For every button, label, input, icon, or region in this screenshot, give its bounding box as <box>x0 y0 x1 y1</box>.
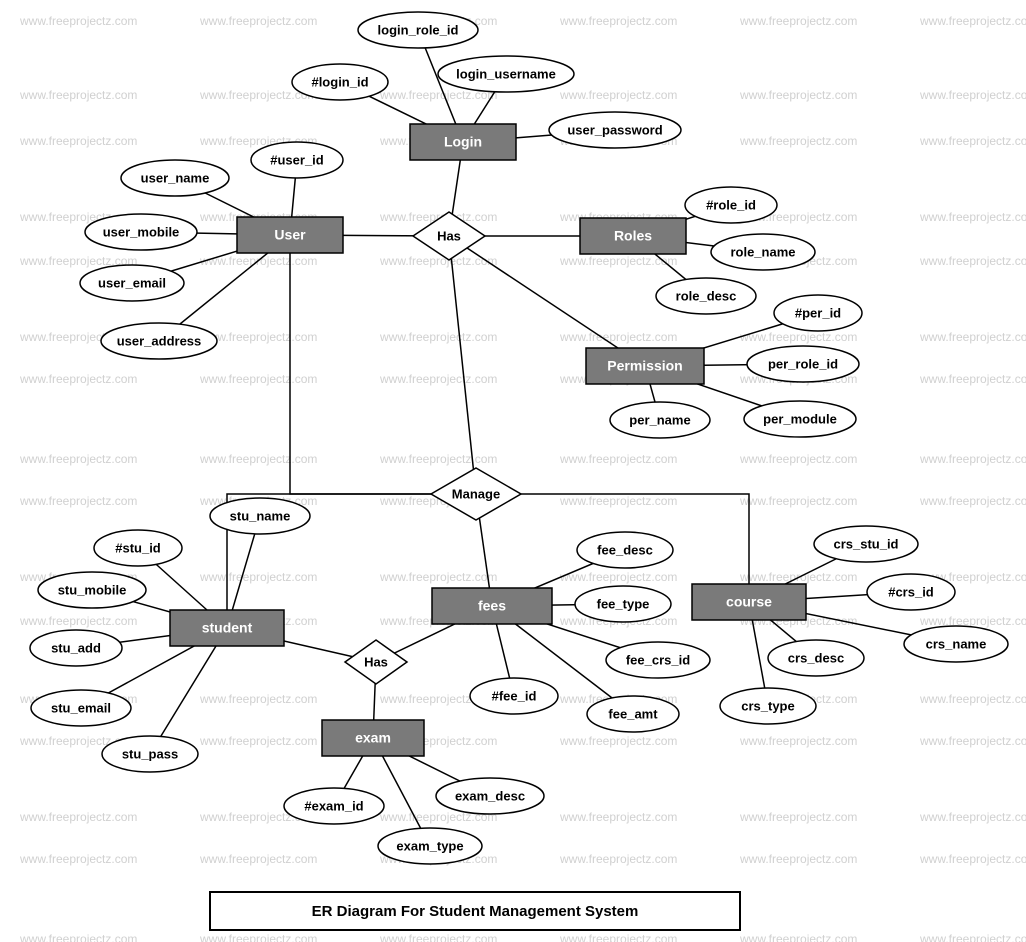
attribute-label: user_address <box>117 333 202 348</box>
attribute-label: fee_type <box>597 596 650 611</box>
attribute-label: #login_id <box>311 74 368 89</box>
attribute-label: fee_desc <box>597 542 653 557</box>
attribute-label: user_name <box>141 170 210 185</box>
entity-label: exam <box>355 730 391 746</box>
attribute-label: login_role_id <box>378 22 459 37</box>
attribute-label: stu_email <box>51 700 111 715</box>
rel-edge <box>449 236 645 366</box>
attribute-label: #per_id <box>795 305 841 320</box>
attr-edge <box>150 628 227 754</box>
attribute-label: role_name <box>730 244 795 259</box>
rel-edge <box>290 235 476 494</box>
attribute-label: #stu_id <box>115 540 161 555</box>
attribute-label: crs_type <box>741 698 794 713</box>
entity-label: Roles <box>614 228 652 244</box>
attribute-label: user_mobile <box>103 224 180 239</box>
relationship-label: Has <box>437 228 461 243</box>
attribute-label: #crs_id <box>888 584 934 599</box>
attribute-label: stu_add <box>51 640 101 655</box>
relationship-label: Manage <box>452 486 500 501</box>
attribute-label: crs_desc <box>788 650 844 665</box>
attribute-label: per_name <box>629 412 690 427</box>
entity-label: Login <box>444 134 482 150</box>
attribute-label: #role_id <box>706 197 756 212</box>
attribute-label: login_username <box>456 66 556 81</box>
attribute-label: #user_id <box>270 152 324 167</box>
diagram-title: ER Diagram For Student Management System <box>312 903 639 920</box>
attribute-label: exam_type <box>396 838 463 853</box>
entity-label: User <box>274 227 306 243</box>
attribute-label: crs_stu_id <box>833 536 898 551</box>
rel-edge <box>449 236 476 494</box>
attribute-label: user_password <box>567 122 662 137</box>
attribute-label: fee_crs_id <box>626 652 690 667</box>
attribute-label: user_email <box>98 275 166 290</box>
attribute-label: crs_name <box>926 636 987 651</box>
attribute-label: #exam_id <box>304 798 363 813</box>
attribute-label: role_desc <box>676 288 737 303</box>
attribute-label: per_role_id <box>768 356 838 371</box>
entity-label: course <box>726 594 772 610</box>
attribute-label: stu_name <box>230 508 291 523</box>
entity-label: student <box>202 620 253 636</box>
attribute-label: fee_amt <box>608 706 658 721</box>
entity-label: fees <box>478 598 506 614</box>
attribute-label: per_module <box>763 411 837 426</box>
attribute-label: stu_pass <box>122 746 178 761</box>
er-diagram: Has Manage Has Login User Roles Permission stud… <box>0 0 1026 942</box>
attribute-label: #fee_id <box>492 688 537 703</box>
relationship-label: Has <box>364 654 388 669</box>
attribute-label: stu_mobile <box>58 582 127 597</box>
attribute-label: exam_desc <box>455 788 525 803</box>
entity-label: Permission <box>607 358 682 374</box>
